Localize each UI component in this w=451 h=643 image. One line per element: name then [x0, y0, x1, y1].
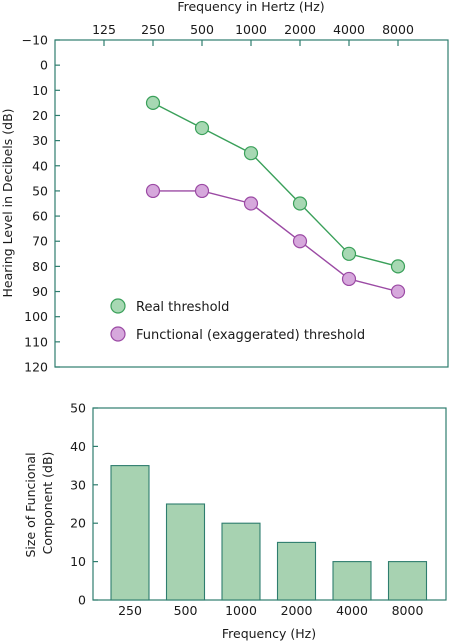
- bar-x-ticks: 250 500 1000 2000 4000 8000: [118, 603, 423, 618]
- audiogram-x-tick-label: 8000: [382, 22, 414, 37]
- bar-x-tick-label: 1000: [225, 603, 257, 618]
- audiogram-y-tick-label: 0: [40, 58, 48, 73]
- audiogram-data-point: [145, 183, 161, 199]
- legend-marker: [110, 298, 126, 314]
- audiogram-data-point: [292, 196, 308, 211]
- bar-y-axis-title-line-2: Component (dB): [40, 452, 55, 555]
- audiogram-y-tick-label: 20: [32, 108, 48, 123]
- audiogram-y-ticks: −10 0 10 20 30 40 50 60 70 80 90 100 110 120: [22, 33, 60, 375]
- functional-component-chart: Frequency (Hz) Size of Funcional Compone…: [23, 401, 447, 641]
- bar-series: [110, 465, 428, 601]
- audiogram-data-point: [145, 95, 161, 110]
- bar-y-axis-title: Size of Funcional Component (dB): [23, 448, 55, 557]
- bar-plot-frame: [92, 407, 447, 601]
- bar-y-tick-label: 40: [70, 439, 86, 454]
- bar-x-axis-title: Frequency (Hz): [222, 626, 316, 641]
- audiogram-series: [145, 95, 406, 299]
- bar: [221, 522, 261, 601]
- audiogram-y-tick-label: 110: [24, 334, 48, 349]
- audiogram-y-tick-label: 80: [32, 259, 48, 274]
- legend-label: Functional (exaggerated) threshold: [136, 328, 365, 343]
- audiogram-x-tick-label: 1000: [235, 22, 267, 37]
- audiogram-x-tick-label: 125: [92, 22, 116, 37]
- audiogram-y-axis-title: Hearing Level in Decibels (dB): [0, 108, 15, 297]
- bar-y-ticks: 0 10 20 30 40 50: [70, 401, 98, 608]
- audiogram-data-point: [292, 234, 308, 249]
- audiogram-x-tick-label: 4000: [333, 22, 365, 37]
- audiogram-series-line: [152, 102, 399, 268]
- audiogram-y-tick-label: 100: [24, 309, 48, 324]
- audiogram-data-point: [194, 120, 210, 136]
- audiogram-y-tick-label: 120: [24, 360, 48, 375]
- audiogram-y-tick-label: 90: [32, 284, 48, 299]
- legend-marker: [110, 326, 126, 342]
- audiogram-y-tick-label: 30: [32, 133, 48, 148]
- bar: [110, 465, 150, 601]
- audiogram-data-point: [194, 183, 210, 199]
- bar-y-tick-label: 20: [70, 516, 86, 531]
- audiogram-y-tick-label: 50: [32, 183, 48, 198]
- bar-y-tick-label: 10: [70, 554, 86, 569]
- bar: [165, 503, 206, 601]
- bar-x-tick-label: 500: [174, 603, 198, 618]
- bar-x-tick-label: 250: [118, 603, 142, 618]
- audiogram-data-point: [390, 259, 406, 274]
- audiogram-data-point: [243, 146, 259, 161]
- audiogram-chart: Frequency in Hertz (Hz) Hearing Level in…: [0, 0, 449, 375]
- bar: [276, 541, 317, 601]
- audiogram-y-tick-label: 10: [32, 83, 48, 98]
- bar-y-tick-label: 50: [70, 401, 86, 416]
- audiogram-y-tick-label: −10: [22, 33, 48, 48]
- audiogram-y-tick-label: 60: [32, 209, 48, 224]
- legend-label: Real threshold: [136, 300, 229, 315]
- bar-y-tick-label: 0: [78, 593, 86, 608]
- bar: [332, 561, 372, 601]
- bar-x-tick-label: 4000: [336, 603, 368, 618]
- bar: [387, 561, 428, 601]
- bar-y-tick-label: 30: [70, 477, 86, 492]
- audiogram-data-point: [390, 284, 406, 299]
- bar-y-axis-title-line-1: Size of Funcional: [23, 452, 38, 557]
- audiogram-x-tick-label: 250: [141, 22, 165, 37]
- audiogram-x-ticks: 125 250 500 1000 2000 4000 8000: [92, 22, 414, 46]
- bar-x-tick-label: 2000: [281, 603, 313, 618]
- audiogram-y-tick-label: 40: [32, 158, 48, 173]
- audiogram-x-tick-label: 500: [190, 22, 214, 37]
- audiogram-legend: Real threshold Functional (exaggerated) t…: [110, 298, 365, 343]
- audiogram-data-point: [341, 246, 357, 261]
- bar-x-tick-label: 8000: [392, 603, 424, 618]
- audiogram-x-axis-title: Frequency in Hertz (Hz): [177, 0, 324, 14]
- audiogram-data-point: [243, 196, 259, 211]
- audiogram-series-line: [153, 190, 399, 293]
- audiogram-y-tick-label: 70: [32, 234, 48, 249]
- audiogram-x-tick-label: 2000: [284, 22, 316, 37]
- audiogram-data-point: [341, 271, 357, 287]
